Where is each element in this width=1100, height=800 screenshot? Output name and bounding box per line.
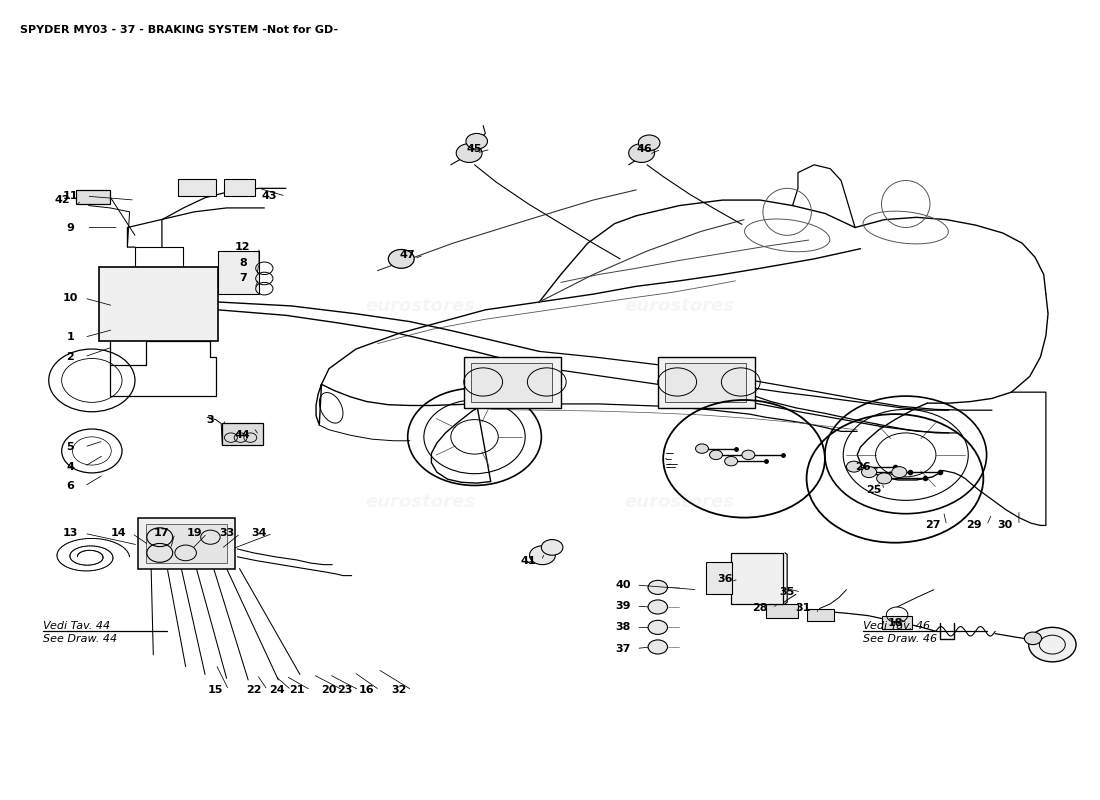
Circle shape (741, 450, 755, 459)
Bar (732, 553, 783, 604)
Text: See Draw. 46: See Draw. 46 (862, 634, 937, 644)
Text: 27: 27 (925, 521, 940, 530)
Bar (666, 363, 746, 402)
Text: eurostores: eurostores (625, 493, 735, 511)
Bar (658, 357, 755, 408)
Text: 9: 9 (66, 222, 74, 233)
Text: 20: 20 (321, 685, 337, 695)
Bar (178, 179, 216, 196)
Circle shape (529, 546, 556, 565)
Circle shape (725, 457, 738, 466)
Bar (471, 363, 552, 402)
Text: 25: 25 (866, 485, 881, 495)
Text: 34: 34 (251, 528, 266, 538)
Bar (76, 190, 110, 204)
Text: 1: 1 (66, 332, 74, 342)
Circle shape (638, 135, 660, 150)
Bar (145, 524, 227, 563)
Circle shape (648, 580, 668, 594)
Text: Vedi Tav. 44: Vedi Tav. 44 (43, 622, 110, 631)
Text: 37: 37 (616, 643, 631, 654)
Circle shape (456, 144, 482, 162)
Text: 39: 39 (616, 601, 631, 611)
Text: See Draw. 44: See Draw. 44 (43, 634, 118, 644)
Text: 45: 45 (466, 144, 482, 154)
Text: 32: 32 (392, 685, 407, 695)
Text: 31: 31 (795, 602, 811, 613)
Circle shape (877, 473, 892, 484)
Text: 28: 28 (752, 602, 768, 613)
Text: 26: 26 (855, 462, 870, 472)
Text: SPYDER MY03 - 37 - BRAKING SYSTEM -Not for GD-: SPYDER MY03 - 37 - BRAKING SYSTEM -Not f… (20, 26, 338, 35)
Text: 23: 23 (338, 685, 353, 695)
Text: 22: 22 (245, 685, 262, 695)
Text: 24: 24 (270, 685, 285, 695)
Circle shape (388, 250, 415, 268)
Text: 12: 12 (235, 242, 251, 252)
Text: 17: 17 (154, 528, 169, 538)
Text: 13: 13 (63, 528, 78, 538)
Text: 4: 4 (66, 462, 74, 472)
Text: 44: 44 (235, 430, 251, 440)
Text: 16: 16 (359, 685, 375, 695)
Bar (222, 422, 263, 445)
Bar (706, 562, 733, 594)
Text: 15: 15 (208, 685, 223, 695)
Text: 35: 35 (780, 587, 795, 597)
Text: 19: 19 (186, 528, 202, 538)
Circle shape (648, 620, 668, 634)
Bar (218, 251, 258, 294)
Bar (882, 616, 912, 629)
Bar (464, 357, 561, 408)
Circle shape (1028, 627, 1076, 662)
Text: Vedi Tav. 46: Vedi Tav. 46 (862, 622, 929, 631)
Circle shape (466, 134, 487, 149)
Text: 5: 5 (66, 442, 74, 452)
Bar (806, 609, 834, 621)
Text: 30: 30 (998, 521, 1012, 530)
Circle shape (695, 444, 708, 454)
Text: 10: 10 (63, 293, 78, 303)
Bar (139, 518, 235, 569)
Circle shape (648, 640, 668, 654)
Text: 33: 33 (219, 528, 234, 538)
Bar (766, 604, 797, 618)
Circle shape (861, 466, 877, 478)
Circle shape (892, 466, 906, 478)
Text: 41: 41 (520, 556, 537, 566)
Text: 43: 43 (262, 191, 277, 201)
Text: 38: 38 (616, 622, 631, 632)
Bar (224, 179, 254, 196)
Text: 11: 11 (63, 191, 78, 201)
Text: 36: 36 (717, 574, 733, 584)
Circle shape (648, 600, 668, 614)
Text: 3: 3 (207, 414, 215, 425)
Bar (99, 266, 218, 341)
Text: 42: 42 (55, 195, 70, 205)
Text: 18: 18 (888, 618, 903, 629)
Text: eurostores: eurostores (625, 297, 735, 315)
Circle shape (710, 450, 723, 459)
Text: 14: 14 (111, 528, 126, 538)
Circle shape (1024, 632, 1042, 645)
Text: 46: 46 (637, 144, 652, 154)
Text: eurostores: eurostores (365, 493, 475, 511)
Text: 6: 6 (66, 482, 74, 491)
Circle shape (629, 144, 654, 162)
Text: 2: 2 (66, 352, 74, 362)
Text: eurostores: eurostores (365, 297, 475, 315)
Text: 40: 40 (616, 580, 631, 590)
Circle shape (541, 539, 563, 555)
Text: 21: 21 (289, 685, 305, 695)
Text: 29: 29 (966, 521, 981, 530)
Circle shape (846, 461, 861, 472)
Text: 8: 8 (239, 258, 246, 268)
Text: 47: 47 (400, 250, 416, 260)
Text: 7: 7 (239, 274, 246, 283)
